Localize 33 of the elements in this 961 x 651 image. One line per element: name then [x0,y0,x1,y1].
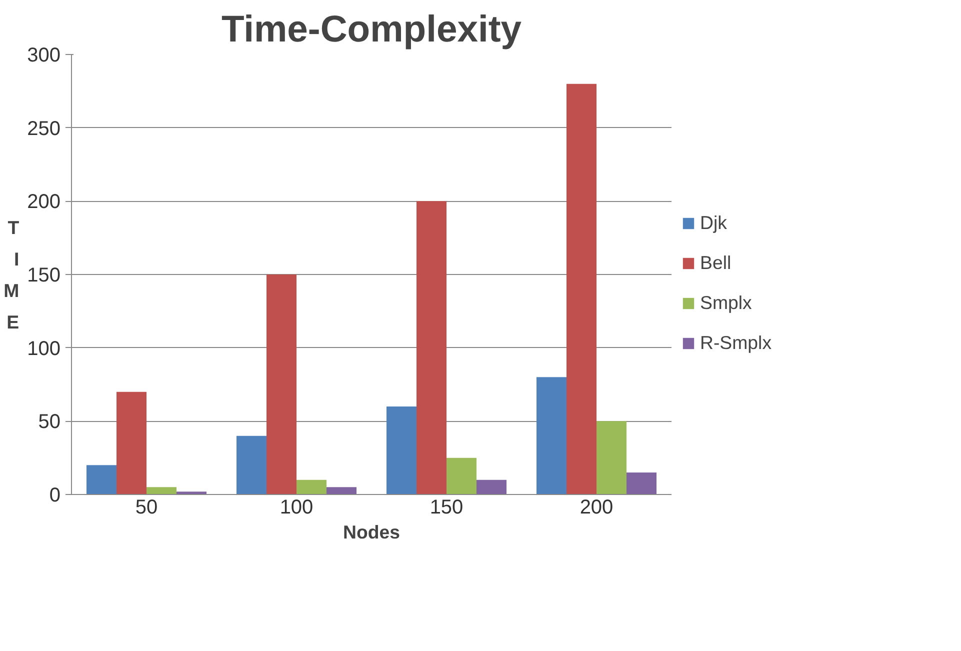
bar [266,274,296,494]
x-axis-title: Nodes [342,522,400,542]
y-tick-label: 50 [38,411,61,434]
x-tick-label: 50 [135,496,158,518]
bar [236,436,266,494]
bar [146,487,176,494]
legend-label: Bell [700,252,732,274]
bar [86,465,116,494]
y-tick-label: 300 [27,44,61,66]
legend-label: R-Smplx [700,332,772,354]
y-tick-label: 150 [27,264,61,286]
bar [386,406,416,494]
legend-label: Djk [700,212,727,234]
y-tick-label: 100 [27,338,61,360]
bar [536,377,566,494]
y-tick-label: 0 [49,484,60,506]
bar [596,421,626,494]
bar [416,201,446,494]
chart-title: Time-Complexity [221,8,522,50]
bar [446,458,476,494]
y-tick-label: 200 [27,191,61,214]
x-tick-label: 150 [430,496,464,518]
x-tick-label: 100 [280,496,314,518]
bar [566,84,596,494]
y-tick-label: 250 [27,118,61,140]
bar [116,392,146,494]
bar [476,480,506,494]
legend-label: Smplx [700,292,752,314]
bar [296,480,326,494]
x-tick-label: 200 [580,496,614,518]
y-axis-title: TIME [4,216,20,332]
bar [326,487,356,494]
bar [626,472,656,494]
